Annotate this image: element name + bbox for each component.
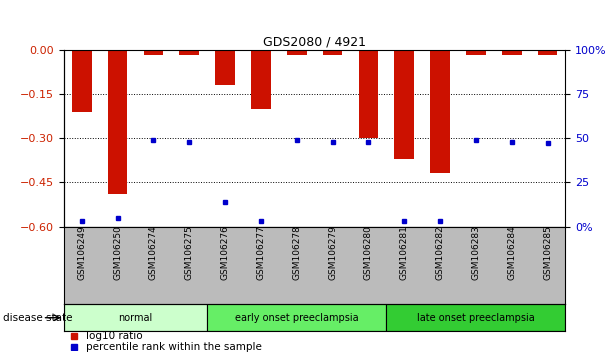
Bar bbox=[537, 50, 558, 56]
Bar bbox=[502, 50, 522, 56]
Text: late onset preeclampsia: late onset preeclampsia bbox=[417, 313, 535, 323]
Text: early onset preeclampsia: early onset preeclampsia bbox=[235, 313, 359, 323]
Bar bbox=[64, 304, 207, 331]
Bar bbox=[287, 50, 306, 56]
Bar bbox=[386, 304, 565, 331]
Bar bbox=[72, 50, 92, 112]
Bar bbox=[466, 50, 486, 56]
Text: percentile rank within the sample: percentile rank within the sample bbox=[86, 342, 262, 352]
Bar bbox=[179, 50, 199, 56]
Text: log10 ratio: log10 ratio bbox=[86, 331, 143, 341]
Bar bbox=[430, 50, 450, 173]
Bar bbox=[323, 50, 342, 56]
Bar bbox=[143, 50, 164, 56]
Text: normal: normal bbox=[119, 313, 153, 323]
Bar bbox=[251, 50, 271, 109]
Bar bbox=[207, 304, 386, 331]
Title: GDS2080 / 4921: GDS2080 / 4921 bbox=[263, 35, 366, 48]
Bar bbox=[215, 50, 235, 85]
Bar bbox=[359, 50, 378, 138]
Text: disease state: disease state bbox=[3, 313, 72, 323]
Bar bbox=[395, 50, 414, 159]
Bar bbox=[108, 50, 128, 194]
